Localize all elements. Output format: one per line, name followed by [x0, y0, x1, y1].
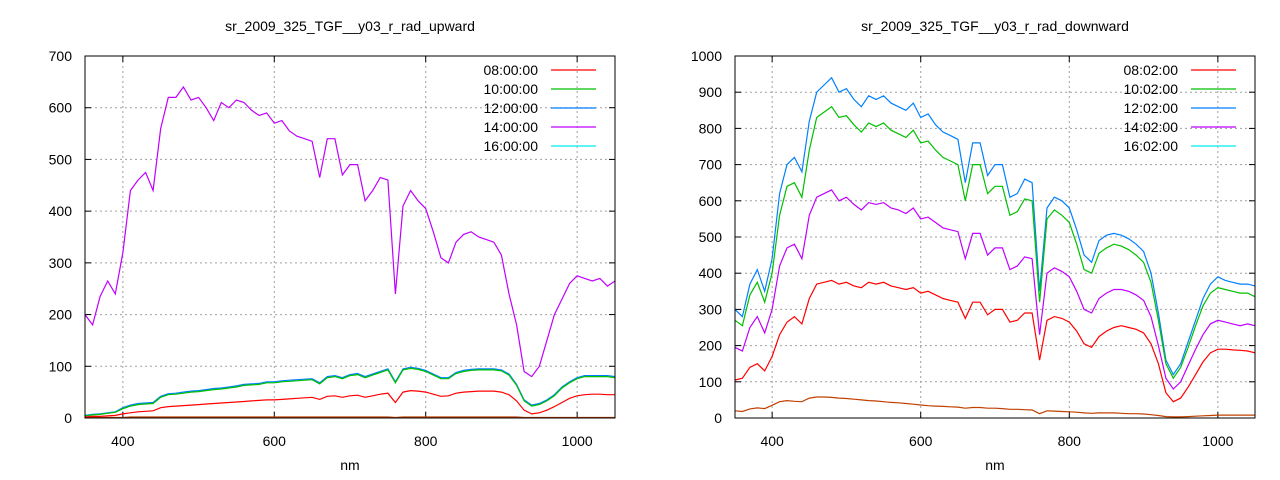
series-line-140200	[734, 189, 1256, 390]
y-tick-label: 800	[699, 120, 723, 136]
plot-frame	[84, 55, 616, 419]
x-tick-label: 600	[263, 433, 287, 449]
legend-label: 12:00:00	[484, 100, 539, 116]
series-line-160000	[85, 416, 615, 419]
legend: 08:02:00 10:02:00 12:02:00 14:02:00 16:02:00	[1124, 62, 1236, 154]
legend-label: 14:00:00	[484, 119, 539, 135]
x-axis-label: nm	[985, 457, 1004, 473]
x-tick-label: 400	[111, 433, 135, 449]
legend-label: 16:00:00	[484, 138, 539, 154]
y-tick-label: 700	[49, 48, 73, 64]
y-tick-label: 0	[714, 410, 722, 426]
y-tick-label: 700	[699, 157, 723, 173]
y-tick-label: 1000	[691, 48, 722, 64]
x-tick-label: 1000	[562, 433, 593, 449]
legend: 08:00:00 10:00:00 12:00:00 14:00:00 16:00:00	[484, 62, 596, 154]
series-line-100200	[734, 105, 1256, 380]
series-line-120200	[734, 76, 1256, 376]
series-line-100000	[84, 367, 616, 417]
x-tick-label: 800	[414, 433, 438, 449]
x-axis-label: nm	[340, 457, 359, 473]
x-tick-label: 600	[909, 433, 933, 449]
legend-label: 08:02:00	[1124, 62, 1179, 78]
legend-label: 08:00:00	[484, 62, 539, 78]
chart-title: sr_2009_325_TGF__y03_r_rad_downward	[861, 18, 1129, 34]
x-tick-label: 1000	[1202, 433, 1233, 449]
y-tick-label: 100	[699, 374, 723, 390]
y-tick-label: 400	[699, 265, 723, 281]
series-line-080200	[734, 279, 1256, 403]
y-tick-label: 200	[49, 307, 73, 323]
series-line-080000	[84, 389, 615, 418]
y-tick-label: 300	[49, 255, 73, 271]
legend-label: 16:02:00	[1124, 138, 1179, 154]
y-tick-label: 100	[49, 358, 73, 374]
y-tick-label: 500	[49, 151, 73, 167]
series-line-120000	[84, 366, 616, 416]
y-tick-label: 500	[699, 229, 723, 245]
legend-label: 14:02:00	[1124, 119, 1179, 135]
y-tick-label: 600	[699, 193, 723, 209]
legend-label: 10:00:00	[484, 81, 539, 97]
series-line-140000	[84, 85, 616, 378]
chart-title: sr_2009_325_TGF__y03_r_rad_upward	[225, 18, 475, 34]
legend-label: 10:02:00	[1124, 81, 1179, 97]
y-tick-label: 200	[699, 338, 723, 354]
y-tick-label: 600	[49, 100, 73, 116]
legend-label: 12:02:00	[1124, 100, 1179, 116]
y-tick-label: 400	[49, 203, 73, 219]
y-tick-label: 0	[64, 410, 72, 426]
y-tick-label: 300	[699, 301, 723, 317]
x-tick-label: 400	[760, 433, 784, 449]
plot-frame	[734, 55, 1256, 419]
y-tick-label: 900	[699, 84, 723, 100]
x-tick-label: 800	[1058, 433, 1082, 449]
series-line-160200	[734, 396, 1255, 418]
